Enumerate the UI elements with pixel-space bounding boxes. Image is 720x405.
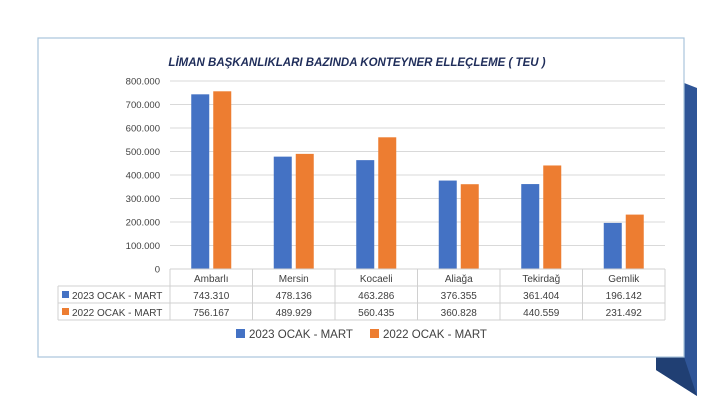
bar-2022: [378, 137, 397, 269]
category-label: Tekirdağ: [522, 274, 560, 285]
data-label: 756.167: [193, 308, 230, 319]
bar-2023: [603, 222, 622, 269]
chart-title: LİMAN BAŞKANLIKLARI BAZINDA KONTEYNER EL…: [168, 56, 545, 69]
y-tick-label: 800.000: [126, 77, 160, 88]
y-tick-label: 100.000: [126, 241, 160, 252]
y-tick-label: 700.000: [126, 100, 160, 111]
category-label: Mersin: [279, 274, 309, 285]
bar-2023: [521, 184, 540, 269]
bar-2023: [191, 94, 210, 270]
legend-label: 2023 OCAK - MART: [249, 329, 353, 341]
data-label: 489.929: [276, 308, 313, 319]
y-tick-label: 300.000: [126, 194, 160, 205]
table-series-label: 2022 OCAK - MART: [72, 308, 162, 319]
data-label: 440.559: [523, 308, 560, 319]
category-label: Ambarlı: [194, 274, 228, 285]
table-series-label: 2023 OCAK - MART: [72, 291, 162, 302]
data-label: 376.355: [441, 291, 478, 302]
data-label: 231.492: [606, 308, 643, 319]
legend-swatch: [236, 329, 245, 338]
y-tick-label: 500.000: [126, 147, 160, 158]
category-label: Aliağa: [445, 274, 473, 285]
bar-2022: [295, 153, 314, 269]
table-legend-swatch: [62, 291, 69, 298]
bar-2023: [438, 180, 457, 269]
category-label: Kocaeli: [360, 274, 393, 285]
y-tick-label: 200.000: [126, 218, 160, 229]
data-label: 463.286: [358, 291, 395, 302]
data-label: 361.404: [523, 291, 560, 302]
legend-label: 2022 OCAK - MART: [383, 329, 487, 341]
data-label: 743.310: [193, 291, 230, 302]
category-label: Gemlik: [608, 274, 640, 285]
ribbon-shadow: [656, 357, 697, 396]
bar-2022: [625, 214, 644, 269]
data-label: 360.828: [441, 308, 478, 319]
data-label: 478.136: [276, 291, 313, 302]
bar-2023: [273, 156, 292, 269]
bar-2023: [356, 160, 375, 269]
bar-2022: [460, 184, 479, 269]
data-label: 560.435: [358, 308, 395, 319]
y-tick-label: 400.000: [126, 171, 160, 182]
table-legend-swatch: [62, 308, 69, 315]
bar-2022: [543, 165, 562, 269]
legend-swatch: [370, 329, 379, 338]
bar-2022: [213, 91, 232, 270]
y-tick-label: 0: [155, 265, 160, 276]
y-tick-label: 600.000: [126, 124, 160, 135]
data-label: 196.142: [606, 291, 643, 302]
